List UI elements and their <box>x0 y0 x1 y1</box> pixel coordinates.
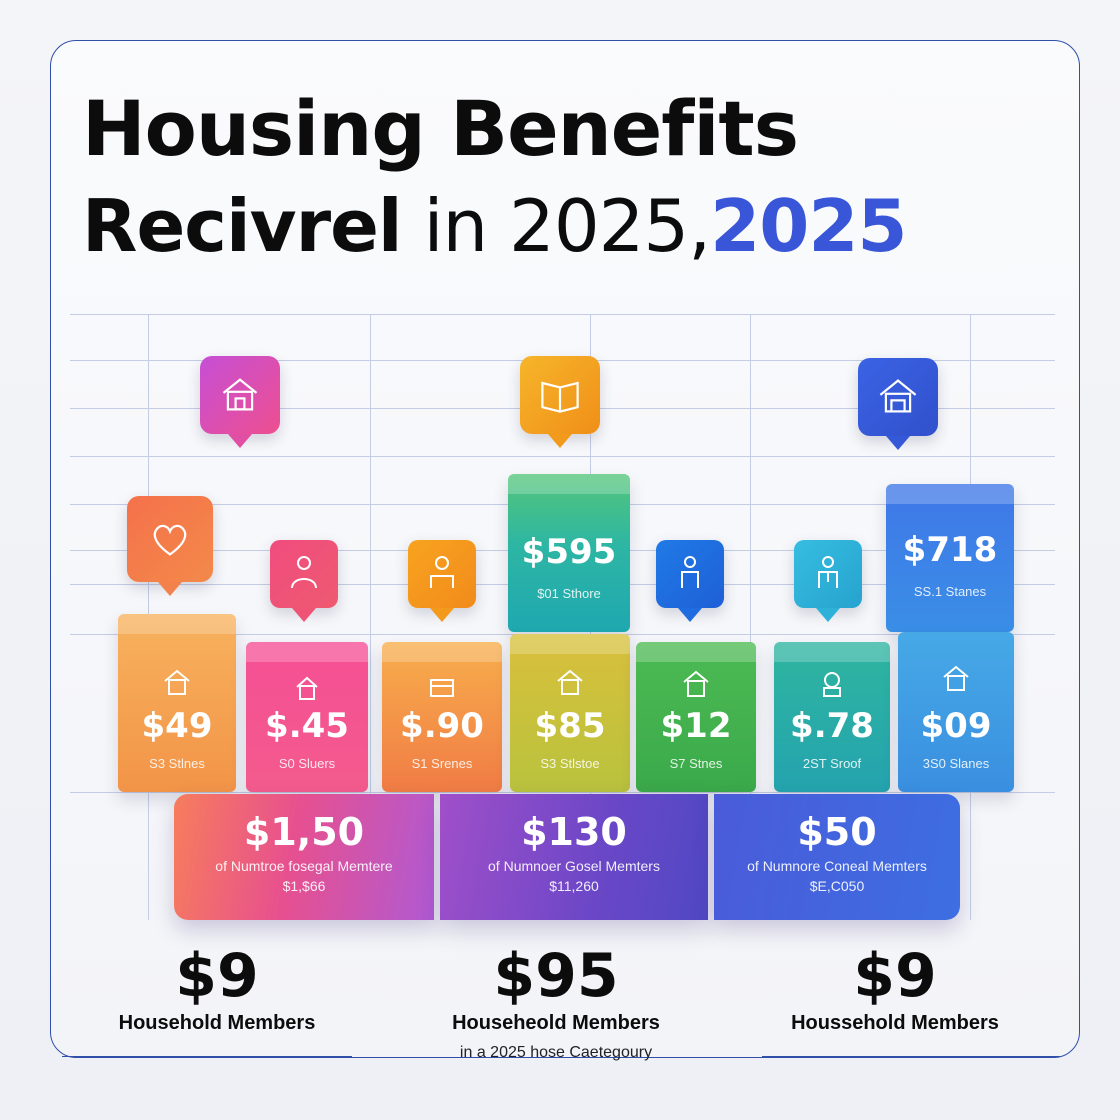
pin-book-orange <box>520 356 600 448</box>
tall-bar-value: $718 <box>902 530 998 570</box>
stat-1: $9 Household Members <box>90 944 344 1035</box>
panel-value: $1,50 <box>243 810 365 854</box>
pin-person-blue <box>656 540 724 622</box>
pin-person-cyan <box>794 540 862 622</box>
pin-house-blue <box>858 358 938 450</box>
panel-subvalue: $11,260 <box>549 878 599 894</box>
stat-label: Household Members <box>118 1012 316 1034</box>
bar-value: $49 <box>141 706 213 746</box>
tall-bar-value: $595 <box>521 532 617 572</box>
pin-house-pink <box>200 356 280 448</box>
panel-value: $130 <box>521 810 627 854</box>
person-icon <box>284 552 324 592</box>
stat-value: $9 <box>853 941 937 1011</box>
bar-4: $85 S3 Stlstoe <box>510 634 630 792</box>
tall-bar-green: $595 $01 Sthore <box>508 474 630 632</box>
summary-panel-1: $1,50 of Numtroe fosegal Memtere $1,$66 <box>174 794 434 920</box>
house-icon <box>940 662 972 694</box>
panel-subvalue: $1,$66 <box>282 878 326 894</box>
house-icon <box>876 374 920 418</box>
bar-value: $85 <box>534 706 606 746</box>
bar-6: $.78 2ST Sroof <box>774 642 890 792</box>
bar-label: S1 Srenes <box>411 756 473 771</box>
divider-left <box>62 1056 352 1057</box>
bar-label: 2ST Sroof <box>802 756 862 771</box>
bar-label: S7 Stnes <box>669 756 723 771</box>
bar-label: S0 Sluers <box>278 756 336 771</box>
panel-label: of Numnore Coneal Memters <box>747 858 927 874</box>
bar-value: $.90 <box>400 706 484 746</box>
stat-3: $9 Houssehold Members <box>766 944 1024 1035</box>
bar-label: S3 Stlnes <box>149 756 205 771</box>
title-year-accent: 2025 <box>710 184 907 268</box>
stat-2: $95 Househeold Members <box>420 944 692 1035</box>
house-icon <box>218 372 262 416</box>
bar-7: $09 3S0 Slanes <box>898 632 1014 792</box>
person-icon <box>808 552 848 592</box>
bar-value: $12 <box>660 706 732 746</box>
pin-person-pink <box>270 540 338 622</box>
bar-value: $.45 <box>265 706 349 746</box>
bar-1: $49 S3 Stlnes <box>118 614 236 792</box>
stat-label: Househeold Members <box>452 1012 660 1034</box>
divider-right <box>762 1056 1060 1057</box>
panel-subvalue: $E,C050 <box>809 878 865 894</box>
house-icon <box>291 672 323 704</box>
person-icon <box>422 552 462 592</box>
pin-heart-orange <box>127 496 213 596</box>
person-icon <box>670 552 710 592</box>
title-word-recived: Recivrel <box>82 184 403 268</box>
house-icon <box>161 666 193 698</box>
panel-value: $50 <box>797 810 877 854</box>
summary-panel-3: $50 of Numnore Coneal Memters $E,C050 <box>714 794 960 920</box>
panel-label: of Numtroe fosegal Memtere <box>215 858 393 874</box>
bar-value: $09 <box>920 706 992 746</box>
bar-3: $.90 S1 Srenes <box>382 642 502 792</box>
heart-icon <box>148 517 192 561</box>
summary-panel-2: $130 of Numnoer Gosel Memters $11,260 <box>440 794 708 920</box>
title-year-text: in 2025, <box>401 184 711 268</box>
title-line-2: Recivrel in 2025,2025 <box>82 184 908 268</box>
tall-bar-label: $01 Sthore <box>537 586 601 601</box>
house-icon <box>816 668 848 700</box>
house-icon <box>554 666 586 698</box>
panel-label: of Numnoer Gosel Memters <box>488 858 660 874</box>
book-icon <box>538 372 582 416</box>
house-icon <box>680 668 712 700</box>
tall-bar-label: SS.1 Stanes <box>913 584 987 599</box>
bar-label: 3S0 Slanes <box>922 756 990 771</box>
stat-value: $9 <box>175 941 259 1011</box>
house-icon <box>426 672 458 704</box>
stat-value: $95 <box>493 941 619 1011</box>
title-line-1: Housing Benefits <box>82 84 799 173</box>
bar-5: $12 S7 Stnes <box>636 642 756 792</box>
stat-label: Houssehold Members <box>791 1012 999 1034</box>
bar-value: $.78 <box>790 706 874 746</box>
bar-2: $.45 S0 Sluers <box>246 642 368 792</box>
pin-person-orange <box>408 540 476 622</box>
bar-label: S3 Stlstoe <box>540 756 600 771</box>
tall-bar-blue: $718 SS.1 Stanes <box>886 484 1014 632</box>
footnote: in a 2025 hose Caetegoury <box>459 1044 653 1061</box>
